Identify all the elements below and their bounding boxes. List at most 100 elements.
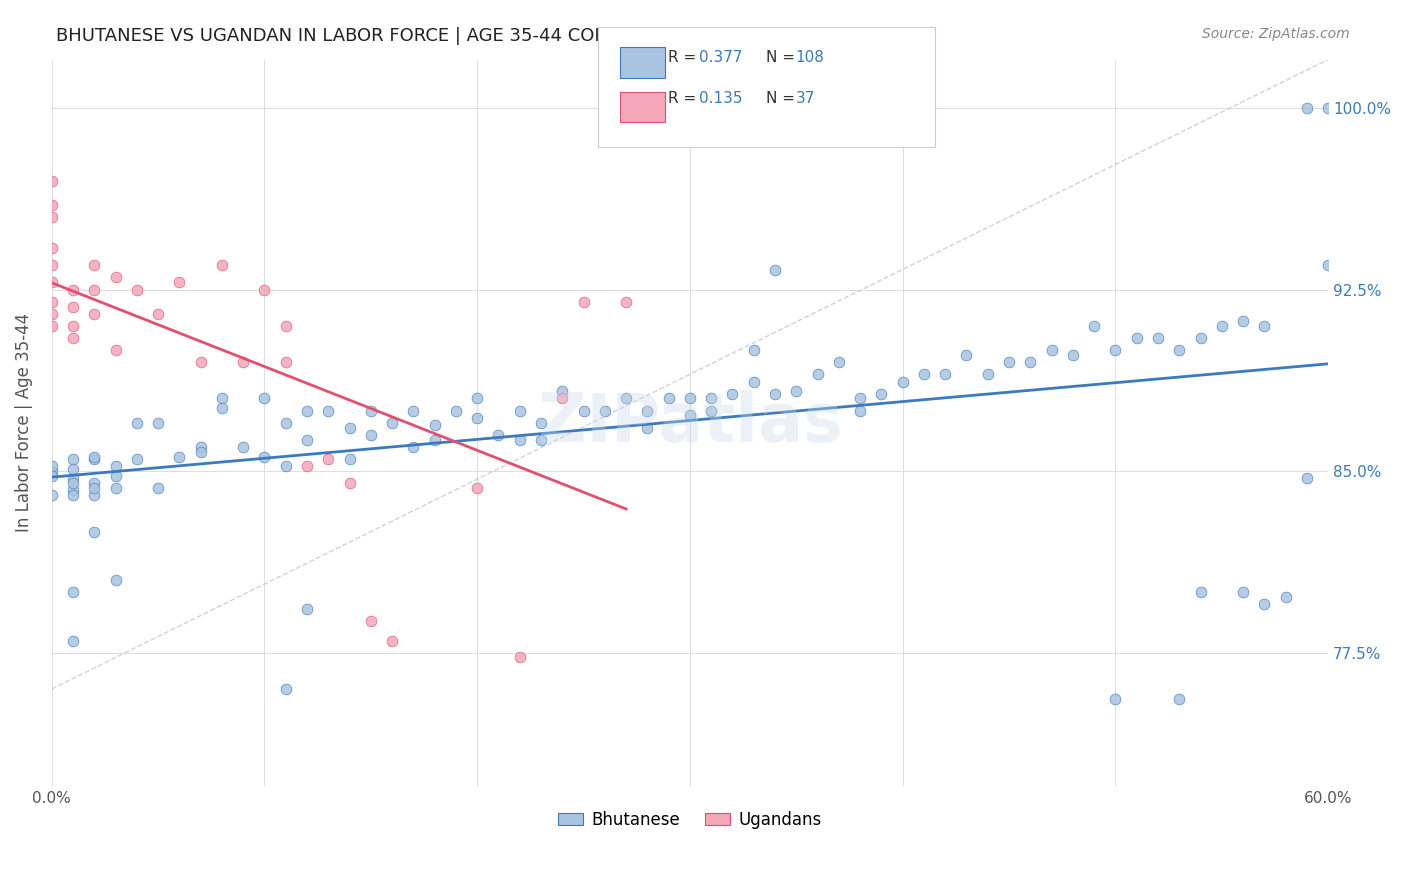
Point — [41, 258, 63, 272]
Point — [62, 300, 84, 314]
Point — [316, 403, 339, 417]
Point — [1189, 331, 1212, 345]
Point — [83, 481, 105, 495]
Point — [62, 585, 84, 599]
Point — [977, 368, 1000, 382]
Point — [1040, 343, 1063, 357]
Point — [232, 440, 254, 454]
Point — [1295, 101, 1317, 115]
Point — [700, 392, 723, 406]
Point — [1317, 258, 1340, 272]
Point — [125, 416, 148, 430]
Point — [104, 469, 127, 483]
Point — [614, 392, 637, 406]
Point — [614, 294, 637, 309]
Point — [381, 416, 404, 430]
Point — [1274, 590, 1296, 604]
Point — [763, 386, 786, 401]
Point — [465, 410, 488, 425]
Point — [83, 452, 105, 467]
Point — [402, 440, 425, 454]
Point — [41, 464, 63, 478]
Point — [274, 681, 297, 696]
Point — [785, 384, 807, 399]
Point — [41, 307, 63, 321]
Legend: Bhutanese, Ugandans: Bhutanese, Ugandans — [551, 805, 828, 836]
Point — [190, 440, 212, 454]
Point — [83, 488, 105, 502]
Point — [295, 403, 318, 417]
Point — [339, 476, 361, 491]
Point — [1147, 331, 1170, 345]
Point — [62, 452, 84, 467]
Point — [41, 198, 63, 212]
Point — [509, 433, 531, 447]
Point — [1232, 585, 1254, 599]
Point — [339, 452, 361, 467]
Point — [62, 318, 84, 333]
Point — [62, 488, 84, 502]
Point — [593, 403, 616, 417]
Point — [360, 403, 382, 417]
Point — [83, 258, 105, 272]
Point — [41, 469, 63, 483]
Point — [41, 210, 63, 224]
Text: R =: R = — [668, 51, 702, 65]
Point — [41, 241, 63, 255]
Point — [1083, 318, 1105, 333]
Point — [211, 401, 233, 416]
Text: ZIPatlas: ZIPatlas — [537, 390, 842, 456]
Point — [146, 307, 169, 321]
Point — [444, 403, 467, 417]
Point — [700, 403, 723, 417]
Point — [295, 459, 318, 474]
Point — [1019, 355, 1042, 369]
Point — [316, 452, 339, 467]
Point — [402, 403, 425, 417]
Point — [104, 573, 127, 587]
Point — [190, 444, 212, 458]
Point — [83, 283, 105, 297]
Point — [1295, 471, 1317, 485]
Point — [1253, 318, 1275, 333]
Point — [1168, 691, 1191, 706]
Point — [274, 416, 297, 430]
Point — [658, 392, 681, 406]
Point — [274, 318, 297, 333]
Point — [41, 275, 63, 289]
Point — [488, 427, 510, 442]
Point — [1253, 597, 1275, 611]
Point — [509, 650, 531, 665]
Text: 108: 108 — [796, 51, 825, 65]
Y-axis label: In Labor Force | Age 35-44: In Labor Force | Age 35-44 — [15, 313, 32, 533]
Point — [1232, 314, 1254, 328]
Point — [41, 318, 63, 333]
Point — [934, 368, 956, 382]
Point — [849, 403, 872, 417]
Point — [274, 355, 297, 369]
Point — [41, 459, 63, 474]
Point — [465, 481, 488, 495]
Point — [83, 524, 105, 539]
Point — [828, 355, 851, 369]
Point — [62, 476, 84, 491]
Point — [423, 418, 446, 433]
Point — [83, 450, 105, 464]
Point — [1125, 331, 1147, 345]
Point — [62, 331, 84, 345]
Point — [211, 392, 233, 406]
Point — [1104, 343, 1126, 357]
Point — [572, 294, 595, 309]
Point — [190, 355, 212, 369]
Point — [104, 481, 127, 495]
Point — [125, 283, 148, 297]
Point — [62, 483, 84, 498]
Point — [41, 488, 63, 502]
Point — [41, 174, 63, 188]
Text: 37: 37 — [796, 91, 815, 105]
Point — [104, 270, 127, 285]
Point — [104, 459, 127, 474]
Point — [146, 416, 169, 430]
Point — [62, 283, 84, 297]
Point — [721, 386, 744, 401]
